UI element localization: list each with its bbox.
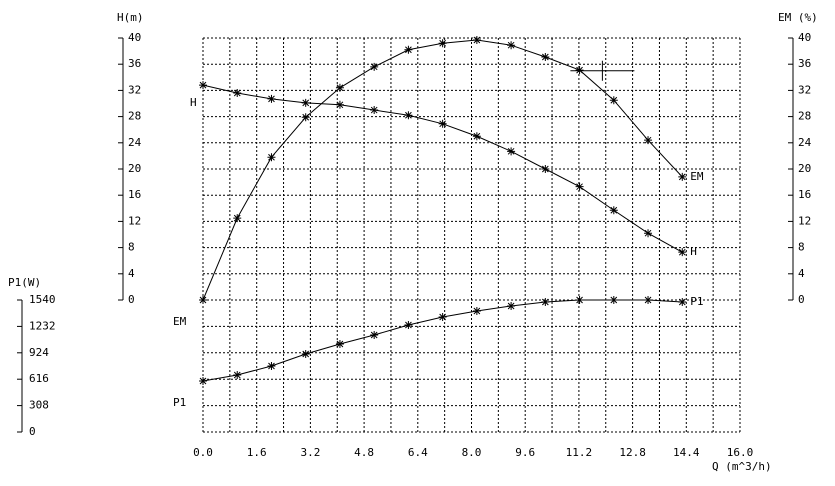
point-marker bbox=[609, 296, 618, 304]
point-marker bbox=[575, 182, 584, 191]
x-tick-label: 4.8 bbox=[354, 446, 374, 459]
point-marker bbox=[335, 83, 344, 92]
y2-tick-label: 4 bbox=[798, 267, 805, 280]
point-marker bbox=[507, 41, 516, 50]
curve-start-label: P1 bbox=[173, 396, 186, 409]
operating-point bbox=[570, 60, 635, 81]
point-marker bbox=[404, 321, 413, 330]
curve-end-label: EM bbox=[690, 170, 704, 183]
curve bbox=[202, 84, 683, 253]
point-marker bbox=[644, 229, 653, 238]
x-axis-title: Q (m^3/h) bbox=[712, 460, 772, 473]
y3-tick-label: 0 bbox=[29, 425, 36, 438]
point-marker bbox=[335, 339, 344, 348]
x-tick-label: 8.0 bbox=[462, 446, 482, 459]
y-tick-label: 16 bbox=[128, 188, 141, 201]
y3-axis-title: P1(W) bbox=[8, 276, 41, 289]
x-tick-label: 3.2 bbox=[300, 446, 320, 459]
y-tick-label: 24 bbox=[128, 136, 142, 149]
curve-start-label: EM bbox=[173, 315, 187, 328]
y2-axis-title: EM (%) bbox=[778, 11, 818, 24]
point-marker bbox=[472, 35, 481, 44]
point-marker bbox=[267, 362, 276, 370]
point-marker bbox=[575, 296, 584, 304]
point-marker bbox=[199, 81, 207, 90]
curve-start-label: H bbox=[190, 96, 197, 109]
x-tick-label: 12.8 bbox=[619, 446, 646, 459]
y2-tick-label: 36 bbox=[798, 57, 811, 70]
point-marker bbox=[678, 297, 687, 306]
point-marker bbox=[233, 371, 242, 379]
y3-tick-label: 1232 bbox=[29, 319, 56, 332]
point-marker bbox=[541, 165, 550, 173]
y2-tick-label: 0 bbox=[798, 293, 805, 306]
point-marker bbox=[199, 296, 207, 304]
y2-tick-label: 32 bbox=[798, 83, 811, 96]
point-marker bbox=[644, 296, 653, 304]
point-marker bbox=[609, 206, 618, 215]
y-tick-label: 28 bbox=[128, 110, 141, 123]
x-tick-label: 9.6 bbox=[515, 446, 535, 459]
x-tick-label: 14.4 bbox=[673, 446, 700, 459]
point-marker bbox=[541, 52, 550, 61]
y2-tick-label: 24 bbox=[798, 136, 812, 149]
y2-tick-label: 28 bbox=[798, 110, 811, 123]
x-tick-label: 16.0 bbox=[727, 446, 754, 459]
point-marker bbox=[199, 377, 207, 385]
point-marker bbox=[301, 350, 310, 358]
y-tick-label: 0 bbox=[128, 293, 135, 306]
y3-tick-label: 924 bbox=[29, 346, 49, 359]
y-tick-label: 36 bbox=[128, 57, 141, 70]
point-marker bbox=[472, 132, 481, 141]
y2-tick-label: 16 bbox=[798, 188, 811, 201]
y-tick-label: 8 bbox=[128, 241, 135, 254]
x-tick-label: 6.4 bbox=[408, 446, 428, 459]
y3-tick-label: 308 bbox=[29, 399, 49, 412]
point-marker bbox=[609, 96, 618, 105]
y2-tick-label: 40 bbox=[798, 31, 811, 44]
point-marker bbox=[678, 248, 687, 257]
y-tick-label: 32 bbox=[128, 83, 141, 96]
y-tick-label: 20 bbox=[128, 162, 141, 175]
y-tick-label: 12 bbox=[128, 214, 141, 227]
y-axis-title: H(m) bbox=[117, 11, 144, 24]
y2-tick-label: 12 bbox=[798, 214, 811, 227]
point-marker bbox=[370, 330, 379, 339]
y3-tick-label: 616 bbox=[29, 372, 49, 385]
point-marker bbox=[267, 153, 276, 162]
point-marker bbox=[301, 98, 310, 107]
point-marker bbox=[301, 113, 310, 122]
y3-tick-label: 1540 bbox=[29, 293, 56, 306]
point-marker bbox=[267, 94, 276, 103]
y2-tick-label: 8 bbox=[798, 241, 805, 254]
point-marker bbox=[472, 306, 481, 315]
point-marker bbox=[438, 119, 447, 128]
y-tick-label: 40 bbox=[128, 31, 141, 44]
point-marker bbox=[507, 302, 516, 310]
point-marker bbox=[678, 172, 687, 181]
point-marker bbox=[370, 62, 379, 71]
point-marker bbox=[438, 39, 447, 48]
curve-end-label: P1 bbox=[690, 295, 703, 308]
y2-tick-label: 20 bbox=[798, 162, 811, 175]
curve bbox=[202, 39, 683, 301]
point-marker bbox=[507, 147, 516, 156]
x-tick-label: 1.6 bbox=[247, 446, 267, 459]
curve-end-label: H bbox=[690, 245, 697, 258]
curve bbox=[202, 299, 683, 382]
point-marker bbox=[644, 136, 653, 145]
point-marker bbox=[541, 297, 550, 306]
point-marker bbox=[404, 45, 413, 54]
point-marker bbox=[575, 66, 584, 75]
point-marker bbox=[370, 106, 379, 115]
point-marker bbox=[404, 111, 413, 120]
x-tick-label: 11.2 bbox=[566, 446, 593, 459]
point-marker bbox=[335, 100, 344, 109]
point-marker bbox=[438, 312, 447, 321]
point-marker bbox=[233, 89, 242, 98]
x-tick-label: 0.0 bbox=[193, 446, 213, 459]
y-tick-label: 4 bbox=[128, 267, 135, 280]
point-marker bbox=[233, 214, 242, 223]
